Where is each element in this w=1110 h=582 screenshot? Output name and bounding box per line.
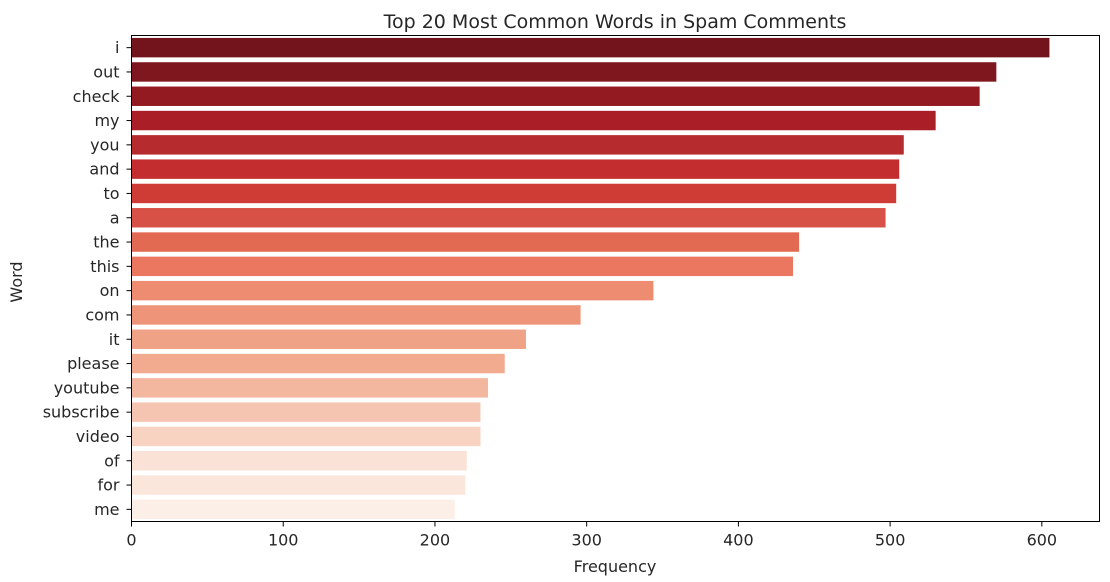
y-axis-label: Word xyxy=(7,261,26,302)
y-tick-label: i xyxy=(115,38,119,57)
bar-video xyxy=(131,426,481,447)
bar-to xyxy=(131,183,897,204)
bar-for xyxy=(131,475,466,495)
y-tick-label: and xyxy=(89,160,119,179)
y-tick-label: video xyxy=(76,427,120,446)
y-tick-label: youtube xyxy=(54,378,120,397)
y-tick-label: my xyxy=(94,111,119,130)
bar-this xyxy=(131,256,794,277)
y-tick-label: to xyxy=(103,184,119,203)
x-tick-label: 300 xyxy=(571,531,602,550)
y-tick-label: of xyxy=(104,451,120,470)
bar-please xyxy=(131,353,505,374)
bar-it xyxy=(131,329,526,349)
y-tick-label: me xyxy=(94,500,119,519)
bar-my xyxy=(131,110,936,131)
y-tick-label: this xyxy=(90,257,119,276)
bar-youtube xyxy=(131,378,489,398)
bar-the xyxy=(131,232,800,252)
bar-a xyxy=(131,208,886,228)
bar-of xyxy=(131,451,467,471)
bar-check xyxy=(131,86,980,106)
chart-title: Top 20 Most Common Words in Spam Comment… xyxy=(383,11,847,33)
x-tick-label: 200 xyxy=(420,531,451,550)
y-tick-label: please xyxy=(67,354,119,373)
y-tick-label: check xyxy=(73,87,121,106)
x-tick-label: 100 xyxy=(268,531,299,550)
y-tick-label: out xyxy=(93,62,119,81)
y-tick-label: com xyxy=(85,305,119,324)
y-tick-label: on xyxy=(100,281,120,300)
bar-on xyxy=(131,280,654,301)
x-axis-label: Frequency xyxy=(574,557,657,576)
y-tick-label: the xyxy=(93,233,119,252)
bar-subscribe xyxy=(131,402,481,422)
y-tick-label: it xyxy=(109,330,120,349)
plot-frame xyxy=(131,35,1100,522)
bar-out xyxy=(131,62,997,82)
bars xyxy=(131,37,1050,520)
y-tick-label: for xyxy=(98,476,120,495)
y-tick-label: you xyxy=(90,135,119,154)
x-tick-label: 500 xyxy=(875,531,906,550)
x-tick-label: 400 xyxy=(723,531,754,550)
y-axis-ticks: i out check my you and to a the this on com it please… xyxy=(43,38,132,519)
x-tick-label: 0 xyxy=(126,531,136,550)
y-tick-label: subscribe xyxy=(43,403,120,422)
bar-and xyxy=(131,159,900,179)
bar-i xyxy=(131,37,1050,58)
bar-you xyxy=(131,135,904,155)
bar-com xyxy=(131,305,581,325)
bar-me xyxy=(131,499,455,520)
x-axis-ticks: 0 100 200 300 400 500 600 xyxy=(126,521,1058,550)
y-tick-label: a xyxy=(110,208,120,227)
x-tick-label: 600 xyxy=(1027,531,1058,550)
